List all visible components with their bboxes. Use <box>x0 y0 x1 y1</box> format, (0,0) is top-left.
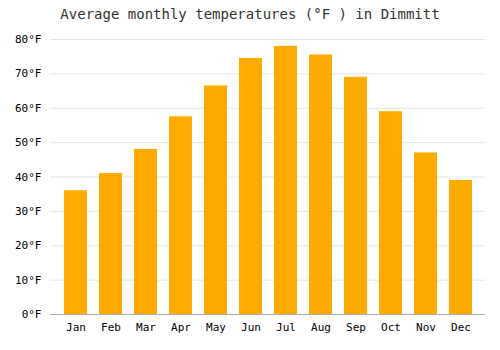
svg-text:0°F: 0°F <box>22 308 42 321</box>
svg-text:Jul: Jul <box>276 321 296 334</box>
svg-text:Aug: Aug <box>311 321 331 334</box>
html-text:Average monthly temperatures (: Average monthly temperatures (°F ) in Di… <box>60 6 440 22</box>
svg-text:Mar: Mar <box>136 321 156 334</box>
svg-text:Apr: Apr <box>171 321 191 334</box>
svg-text:Sep: Sep <box>346 321 366 334</box>
svg-text:Oct: Oct <box>381 321 401 334</box>
svg-text:May: May <box>206 321 226 334</box>
svg-text:Jan: Jan <box>66 321 86 334</box>
svg-text:30°F: 30°F <box>15 205 42 218</box>
svg-text:60°F: 60°F <box>15 102 42 115</box>
svg-text:Feb: Feb <box>101 321 121 334</box>
svg-text:80°F: 80°F <box>15 33 42 46</box>
svg-text:70°F: 70°F <box>15 67 42 80</box>
svg-text:40°F: 40°F <box>15 171 42 184</box>
svg-text:Dec: Dec <box>451 321 471 334</box>
svg-text:Jun: Jun <box>241 321 261 334</box>
svg-text:Nov: Nov <box>416 321 436 334</box>
svg-text:10°F: 10°F <box>15 274 42 287</box>
svg-text:50°F: 50°F <box>15 136 42 149</box>
svg-text:20°F: 20°F <box>15 239 42 252</box>
